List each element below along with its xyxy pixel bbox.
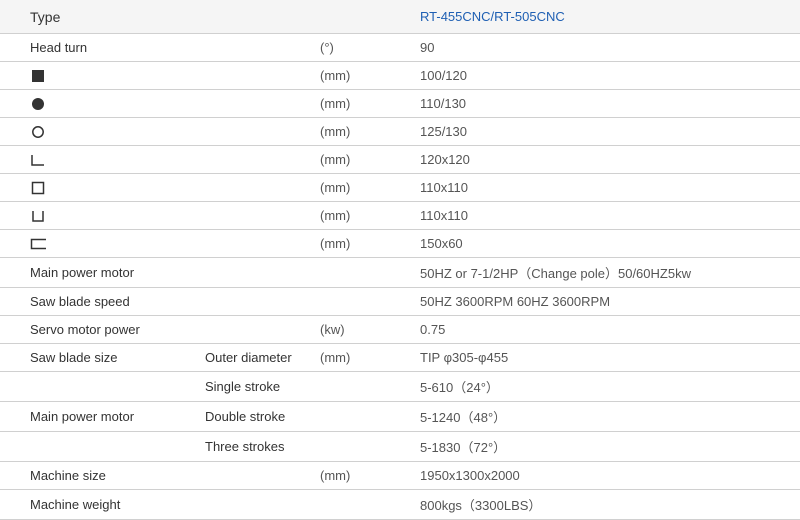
row-label	[0, 91, 205, 117]
row-unit: (mm)	[320, 147, 420, 172]
table-row: Saw blade speed 50HZ 3600RPM 60HZ 3600RPM	[0, 288, 800, 316]
row-value: 0.75	[420, 317, 800, 342]
row-unit: (°)	[320, 35, 420, 60]
hollow-square-icon	[30, 180, 46, 196]
row-value: 5-1240（48°）	[420, 402, 800, 431]
row-unit	[320, 412, 420, 422]
row-unit	[320, 500, 420, 510]
table-row: (mm)110x110	[0, 174, 800, 202]
row-sublabel: Three strokes	[205, 434, 320, 459]
row-label	[0, 231, 205, 257]
row-label: Saw blade size	[0, 345, 205, 370]
table-row: Servo motor power (kw)0.75	[0, 316, 800, 344]
row-sublabel	[205, 99, 320, 109]
row-unit	[320, 297, 420, 307]
table-row: Machine size (mm)1950x1300x2000	[0, 462, 800, 490]
spec-table: Type RT-455CNC/RT-505CNC Head turn(°)90(…	[0, 0, 800, 520]
row-value: 1950x1300x2000	[420, 463, 800, 488]
row-unit: (mm)	[320, 231, 420, 256]
row-value: 125/130	[420, 119, 800, 144]
row-value: 110/130	[420, 91, 800, 116]
row-unit	[320, 442, 420, 452]
row-unit: (kw)	[320, 317, 420, 342]
row-value: 120x120	[420, 147, 800, 172]
row-unit: (mm)	[320, 63, 420, 88]
table-row: (mm)150x60	[0, 230, 800, 258]
type-label: Type	[0, 4, 205, 30]
row-sublabel	[205, 239, 320, 249]
row-unit	[320, 382, 420, 392]
row-unit: (mm)	[320, 463, 420, 488]
solid-square-icon	[30, 68, 46, 84]
row-sublabel	[205, 325, 320, 335]
table-row: Single stroke 5-610（24°）	[0, 372, 800, 402]
row-value: 50HZ 3600RPM 60HZ 3600RPM	[420, 289, 800, 314]
row-sublabel	[205, 155, 320, 165]
row-value: 150x60	[420, 231, 800, 256]
row-sublabel	[205, 43, 320, 53]
row-value: 50HZ or 7-1/2HP（Change pole）50/60HZ5kw	[420, 258, 800, 287]
row-sublabel	[205, 71, 320, 81]
table-row: (mm)110x110	[0, 202, 800, 230]
table-row: Main power motorDouble stroke 5-1240（48°）	[0, 402, 800, 432]
row-unit: (mm)	[320, 203, 420, 228]
row-label	[0, 147, 205, 173]
row-label	[0, 382, 205, 392]
row-sublabel	[205, 127, 320, 137]
row-sublabel	[205, 183, 320, 193]
row-label: Saw blade speed	[0, 289, 205, 314]
row-value: 5-610（24°）	[420, 372, 800, 401]
hollow-circle-icon	[30, 124, 46, 140]
row-unit: (mm)	[320, 119, 420, 144]
table-row: Saw blade sizeOuter diameter(mm)TIP φ305…	[0, 344, 800, 372]
table-row: (mm)100/120	[0, 62, 800, 90]
header-row: Type RT-455CNC/RT-505CNC	[0, 0, 800, 34]
row-value: TIP φ305-φ455	[420, 345, 800, 370]
row-sublabel: Double stroke	[205, 404, 320, 429]
row-label: Servo motor power	[0, 317, 205, 342]
table-row: (mm)120x120	[0, 146, 800, 174]
model-name: RT-455CNC/RT-505CNC	[420, 4, 800, 29]
table-row: Main power motor 50HZ or 7-1/2HP（Change p…	[0, 258, 800, 288]
row-unit: (mm)	[320, 345, 420, 370]
row-value: 800kgs（3300LBS）	[420, 490, 800, 519]
row-label: Head turn	[0, 35, 205, 60]
row-label	[0, 175, 205, 201]
wide-rect-icon	[30, 236, 46, 252]
row-sublabel	[205, 471, 320, 481]
row-unit	[320, 268, 420, 278]
row-value: 90	[420, 35, 800, 60]
open-square-icon	[30, 208, 46, 224]
row-sublabel: Single stroke	[205, 374, 320, 399]
row-value: 110x110	[420, 175, 800, 200]
row-label: Main power motor	[0, 404, 205, 429]
table-row: Machine weight 800kgs（3300LBS）	[0, 490, 800, 520]
row-label	[0, 63, 205, 89]
table-row: Head turn (°)90	[0, 34, 800, 62]
row-sublabel	[205, 268, 320, 278]
row-value: 5-1830（72°）	[420, 432, 800, 461]
table-row: (mm)110/130	[0, 90, 800, 118]
table-row: Three strokes 5-1830（72°）	[0, 432, 800, 462]
row-sublabel	[205, 297, 320, 307]
row-sublabel	[205, 211, 320, 221]
row-sublabel: Outer diameter	[205, 345, 320, 370]
row-label	[0, 119, 205, 145]
row-label: Main power motor	[0, 260, 205, 285]
row-value: 110x110	[420, 203, 800, 228]
row-label	[0, 442, 205, 452]
angle-icon	[30, 152, 46, 168]
solid-circle-icon	[30, 96, 46, 112]
row-value: 100/120	[420, 63, 800, 88]
row-unit: (mm)	[320, 175, 420, 200]
row-label	[0, 203, 205, 229]
table-row: (mm)125/130	[0, 118, 800, 146]
row-label: Machine size	[0, 463, 205, 488]
row-sublabel	[205, 500, 320, 510]
row-unit: (mm)	[320, 91, 420, 116]
row-label: Machine weight	[0, 492, 205, 517]
